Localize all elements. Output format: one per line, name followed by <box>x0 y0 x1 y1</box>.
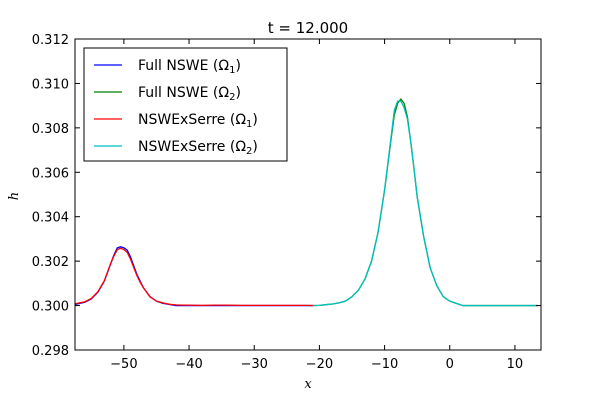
legend: Full NSWE (Ω1) Full NSWE (Ω2) NSWExSerre (… <box>83 47 288 162</box>
y-tick-label: 0.306 <box>32 166 69 181</box>
y-axis: 0.298 0.300 0.302 0.304 0.306 0.308 0.310 0.312 <box>32 33 541 359</box>
legend-label-4: NSWExSerre (Ω2) <box>138 139 258 157</box>
legend-label-3: NSWExSerre (Ω1) <box>138 112 258 130</box>
x-tick-label: 10 <box>507 357 524 372</box>
chart-title: t = 12.000 <box>268 19 348 37</box>
x-tick-label: −50 <box>110 357 137 372</box>
y-tick-label: 0.300 <box>32 300 69 315</box>
legend-box <box>83 47 288 162</box>
legend-label-2: Full NSWE (Ω2) <box>138 85 241 103</box>
y-tick-label: 0.308 <box>32 122 69 137</box>
y-axis-label: h <box>7 192 22 200</box>
series-line-4 <box>312 100 538 307</box>
x-tick-label: −30 <box>241 357 268 372</box>
y-tick-label: 0.298 <box>32 344 69 359</box>
y-tick-label: 0.312 <box>32 33 69 48</box>
legend-label-1: Full NSWE (Ω1) <box>138 58 241 76</box>
x-axis-label: x <box>304 377 312 392</box>
y-tick-label: 0.304 <box>32 211 69 226</box>
series-line-3 <box>75 247 313 307</box>
x-tick-label: −40 <box>175 357 202 372</box>
x-tick-label: 0 <box>446 357 454 372</box>
x-tick-label: −10 <box>371 357 398 372</box>
y-tick-label: 0.310 <box>32 77 69 92</box>
x-tick-label: −20 <box>306 357 333 372</box>
x-axis: −50 −40 −30 −20 −10 0 10 <box>110 39 523 372</box>
plot-area <box>75 98 538 307</box>
plot-frame <box>74 38 542 351</box>
y-tick-label: 0.302 <box>32 255 69 270</box>
